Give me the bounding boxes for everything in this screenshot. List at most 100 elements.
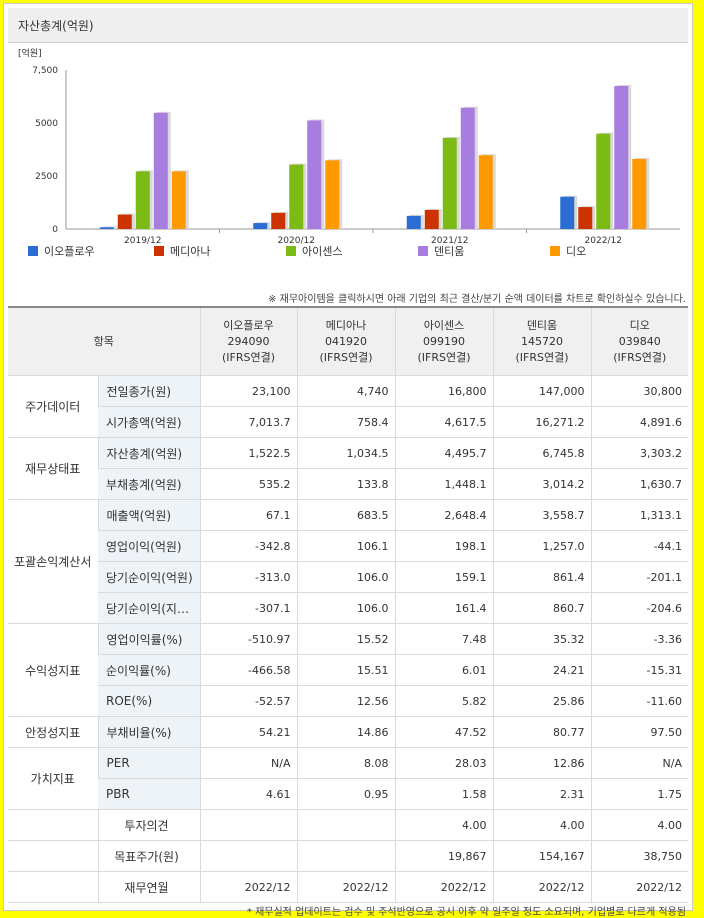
bar (596, 133, 611, 229)
table-cell: 4,495.7 (394, 437, 493, 469)
company-basis: (IFRS연결) (613, 350, 667, 364)
table-cell: 1,313.1 (590, 499, 688, 531)
legend-swatch (154, 246, 164, 256)
table-cell: -342.8 (199, 530, 297, 562)
table-cell: 4.00 (394, 809, 493, 841)
legend-item: 이오플로우 (44, 245, 95, 258)
table-row: 순이익률(%) -466.58 15.51 6.01 24.21 -15.31 (8, 654, 688, 686)
row-label[interactable]: ROE(%) (98, 685, 200, 717)
table-cell: 2022/12 (492, 871, 591, 903)
legend-swatch (28, 246, 38, 256)
company-code: 039840 (618, 334, 661, 348)
row-label[interactable]: 영업이익(억원) (98, 530, 200, 562)
table-cell: 14.86 (296, 716, 395, 748)
bar (117, 214, 132, 229)
table-cell: 861.4 (492, 561, 591, 593)
table-cell: 683.5 (296, 499, 395, 531)
company-header[interactable]: 디오 039840 (IFRS연결) (590, 307, 688, 376)
legend-item: 덴티움 (434, 245, 464, 258)
table-cell: 0.95 (296, 778, 395, 810)
table-cell: 1,630.7 (590, 468, 688, 500)
row-label[interactable]: 매출액(억원) (97, 499, 200, 531)
row-label[interactable]: 시가총액(억원) (98, 406, 200, 438)
table-cell (296, 840, 395, 872)
table-row: 시가총액(억원) 7,013.7 758.4 4,617.5 16,271.2 4,891… (8, 406, 688, 438)
y-unit-label: [억원] (18, 47, 42, 59)
row-label: 재무연월 (97, 871, 200, 903)
table-cell: 23,100 (199, 375, 297, 407)
bar (253, 223, 268, 229)
legend-item: 아이센스 (302, 245, 342, 258)
table-cell: 1.75 (590, 778, 688, 810)
table-cell (199, 840, 297, 872)
table-cell: 15.52 (296, 623, 395, 655)
company-name: 디오 (629, 318, 650, 332)
table-cell: 4,617.5 (394, 406, 493, 438)
table-cell: 860.7 (492, 592, 591, 624)
bar (460, 107, 475, 229)
bar (153, 112, 168, 229)
row-label[interactable]: 순이익률(%) (98, 654, 200, 686)
company-name: 덴티움 (526, 318, 558, 332)
company-code: 145720 (521, 334, 563, 348)
table-cell: 19,867 (394, 840, 493, 872)
company-header[interactable]: 덴티움 145720 (IFRS연결) (492, 307, 591, 376)
table-row: 안정성지표 부채비율(%) 54.21 14.86 47.52 80.77 97.50 (8, 716, 688, 748)
table-cell: -510.97 (199, 623, 297, 655)
table-cell (199, 809, 297, 841)
row-label[interactable]: PBR (98, 778, 200, 810)
row-label[interactable]: 부채총계(억원) (98, 468, 200, 500)
company-header[interactable]: 이오플로우 294090 (IFRS연결) (199, 307, 297, 376)
row-label[interactable]: 자산총계(억원) (97, 437, 200, 469)
table-cell: 106.0 (296, 561, 395, 593)
table-row: 영업이익(억원) -342.8 106.1 198.1 1,257.0 -44.1 (8, 530, 688, 562)
table-cell: 12.86 (492, 747, 591, 779)
row-label[interactable]: 당기순이익(지배)(억원) (98, 592, 200, 624)
table-cell: 80.77 (492, 716, 591, 748)
table-cell: 28.03 (394, 747, 493, 779)
company-header[interactable]: 메디아나 041920 (IFRS연결) (296, 307, 395, 376)
bar (632, 158, 647, 229)
y-tick-label: 0 (52, 225, 58, 235)
row-label[interactable]: 부채비율(%) (97, 716, 200, 748)
table-cell: 25.86 (492, 685, 591, 717)
table-row: ROE(%) -52.57 12.56 5.82 25.86 -11.60 (8, 685, 688, 717)
company-code: 294090 (227, 334, 270, 348)
row-category: 가치지표 (8, 747, 98, 810)
table-cell: 154,167 (492, 840, 591, 872)
table-cell: 2.31 (492, 778, 591, 810)
legend-swatch (550, 246, 560, 256)
legend-swatch (286, 246, 296, 256)
bar (289, 164, 304, 229)
company-code: 099190 (423, 334, 465, 348)
row-label: 투자의견 (97, 809, 200, 841)
table-cell: 24.21 (492, 654, 591, 686)
table-cell: 4,891.6 (590, 406, 688, 438)
table-cell: N/A (199, 747, 297, 779)
table-cell: 4.61 (199, 778, 297, 810)
table-cell: -44.1 (590, 530, 688, 562)
table-row: 당기순이익(억원) -313.0 106.0 159.1 861.4 -201.1 (8, 561, 688, 593)
table-cell: 2022/12 (296, 871, 395, 903)
table-cell: 4.00 (590, 809, 688, 841)
company-header[interactable]: 아이센스 099190 (IFRS연결) (394, 307, 493, 376)
row-label[interactable]: 영업이익률(%) (97, 623, 200, 655)
table-cell: 97.50 (590, 716, 688, 748)
table-cell: 47.52 (394, 716, 493, 748)
row-label[interactable]: 전일종가(원) (97, 375, 200, 407)
company-basis: (IFRS연결) (221, 350, 276, 364)
bar (271, 212, 286, 229)
table-row: 재무상태표 자산총계(억원) 1,522.5 1,034.5 4,495.7 6,745.… (8, 437, 688, 500)
bar (325, 160, 340, 229)
table-cell: 4.00 (492, 809, 591, 841)
x-tick-label: 2019/12 (124, 236, 161, 246)
row-label[interactable]: PER (97, 747, 200, 779)
table-row: 가치지표 PER N/A 8.08 28.03 12.86 N/A (8, 747, 688, 810)
table-cell: 161.4 (394, 592, 493, 624)
row-label[interactable]: 당기순이익(억원) (98, 561, 200, 593)
table-cell: N/A (590, 747, 688, 779)
table-cell: 106.0 (296, 592, 395, 624)
legend-item: 메디아나 (170, 245, 210, 258)
table-cell: 35.32 (492, 623, 591, 655)
